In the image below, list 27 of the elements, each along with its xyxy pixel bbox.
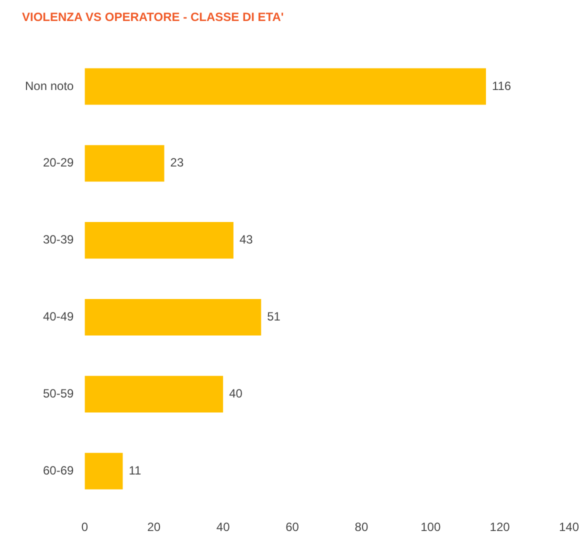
y-tick-label: 60-69 <box>43 463 74 478</box>
bar <box>84 145 164 182</box>
bar <box>84 298 262 336</box>
bar <box>84 222 234 259</box>
x-tick-label: 60 <box>286 520 300 534</box>
x-tick-label: 120 <box>490 520 510 534</box>
data-label: 43 <box>239 232 254 247</box>
data-label: 51 <box>267 310 281 324</box>
bar <box>84 452 123 490</box>
x-tick-label: 0 <box>81 520 88 534</box>
x-tick-label: 20 <box>147 520 161 534</box>
y-tick-label: 30-39 <box>43 232 74 247</box>
data-label: 11 <box>128 463 142 478</box>
data-label: 116 <box>492 78 512 93</box>
data-label: 23 <box>170 156 184 170</box>
x-tick-label: 80 <box>354 520 368 534</box>
y-tick-label: 50-59 <box>43 386 74 401</box>
y-tick-label: Non noto <box>25 78 74 93</box>
bar <box>84 376 224 412</box>
bar <box>84 68 486 105</box>
x-tick-label: 40 <box>216 520 230 534</box>
chart-title: VIOLENZA VS OPERATORE - CLASSE DI ETA' <box>22 10 284 24</box>
y-tick-label: 20-29 <box>43 156 74 170</box>
y-tick-label: 40-49 <box>43 310 74 324</box>
data-label: 40 <box>229 386 243 401</box>
x-tick-label: 100 <box>420 520 441 534</box>
x-tick-label: 140 <box>558 520 580 534</box>
